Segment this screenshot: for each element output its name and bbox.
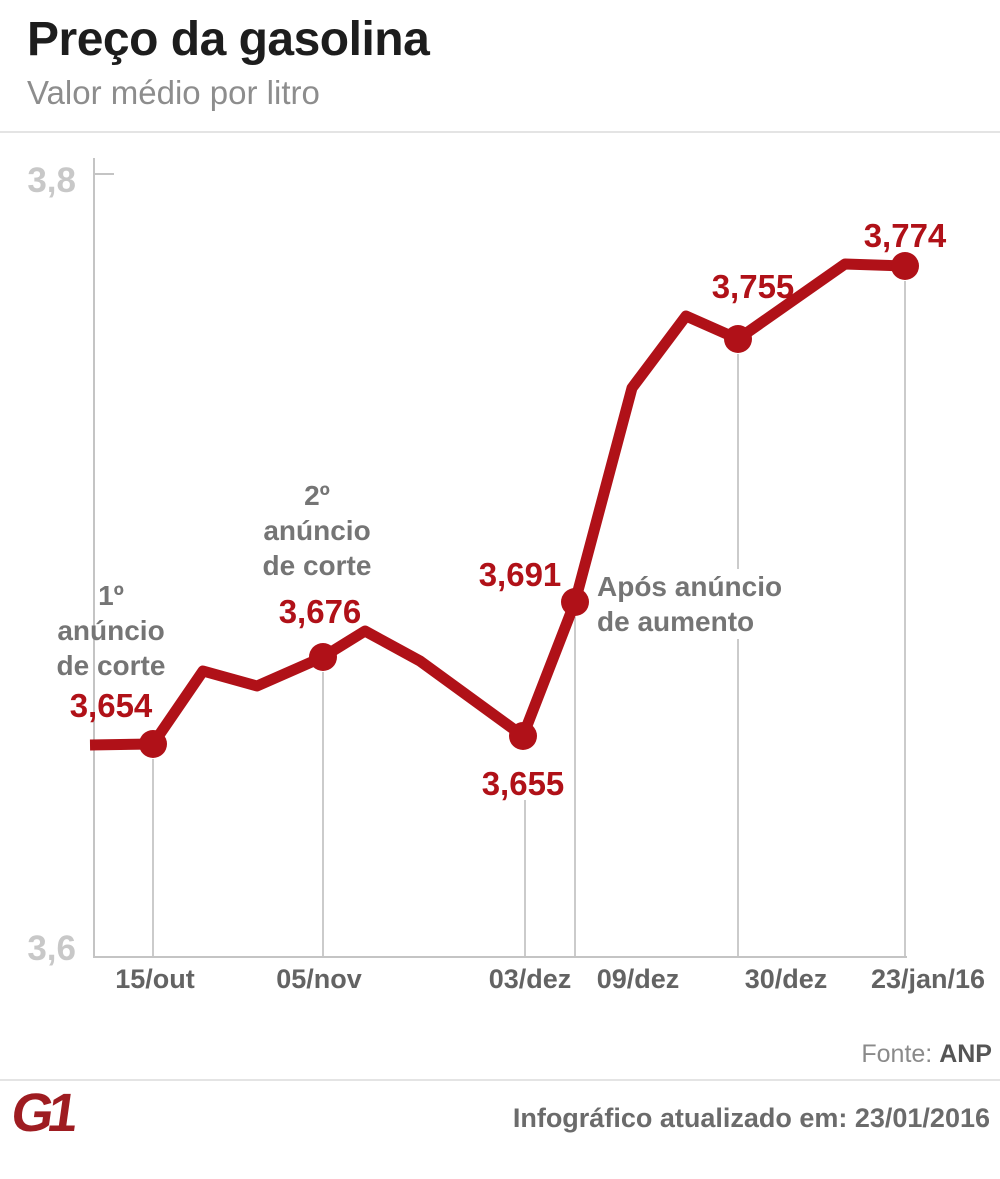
value-label-3774: 3,774	[863, 217, 947, 254]
value-label-3691: 3,691	[478, 556, 562, 593]
x-tick-label-30dez: 30/dez	[744, 964, 828, 994]
footer-divider	[0, 1079, 1000, 1081]
source-line: Fonte: ANP	[861, 1040, 992, 1069]
annotation-first-cut: 1º anúncio de corte	[57, 578, 166, 683]
price-line-chart	[89, 158, 919, 958]
x-tick-label-15out: 15/out	[115, 964, 195, 994]
annotation-line: anúncio	[263, 515, 371, 546]
data-point-dot	[309, 643, 337, 671]
annotation-line: 2º	[304, 480, 330, 511]
price-line	[89, 258, 906, 751]
x-tick-label-09dez: 09/dez	[596, 964, 680, 994]
source-value: ANP	[939, 1040, 992, 1068]
annotation-second-cut: 2º anúncio de corte	[263, 478, 372, 583]
value-label-3655: 3,655	[481, 765, 565, 802]
value-label-3676: 3,676	[278, 593, 362, 630]
value-label-3654: 3,654	[69, 687, 153, 724]
data-point-dot	[724, 325, 752, 353]
value-label-3755: 3,755	[711, 268, 795, 305]
y-tick-label-3-8: 3,8	[27, 161, 76, 200]
source-label: Fonte:	[861, 1040, 933, 1068]
page-subtitle: Valor médio por litro	[27, 74, 320, 111]
x-tick-label-23jan16: 23/jan/16	[870, 964, 986, 994]
g1-logo: G1	[7, 1083, 77, 1143]
annotation-line: de corte	[262, 550, 372, 581]
data-point-dot	[891, 252, 919, 280]
annotation-line: de corte	[56, 650, 166, 681]
x-tick-label-03dez: 03/dez	[488, 964, 572, 994]
annotation-line: de aumento	[597, 606, 755, 637]
data-point-dot	[139, 730, 167, 758]
annotation-line: anúncio	[57, 615, 165, 646]
data-point-dot	[509, 722, 537, 750]
annotation-line: Após anúncio	[597, 571, 783, 602]
y-tick-label-3-6: 3,6	[27, 929, 76, 968]
data-point-dot	[561, 588, 589, 616]
annotation-line: 1º	[98, 580, 124, 611]
annotation-after-increase: Após anúncio de aumento	[597, 569, 786, 639]
x-tick-label-05nov: 05/nov	[276, 964, 362, 994]
header-divider	[0, 131, 1000, 133]
page-title: Preço da gasolina	[27, 13, 430, 66]
updated-timestamp: Infográfico atualizado em: 23/01/2016	[512, 1103, 990, 1133]
